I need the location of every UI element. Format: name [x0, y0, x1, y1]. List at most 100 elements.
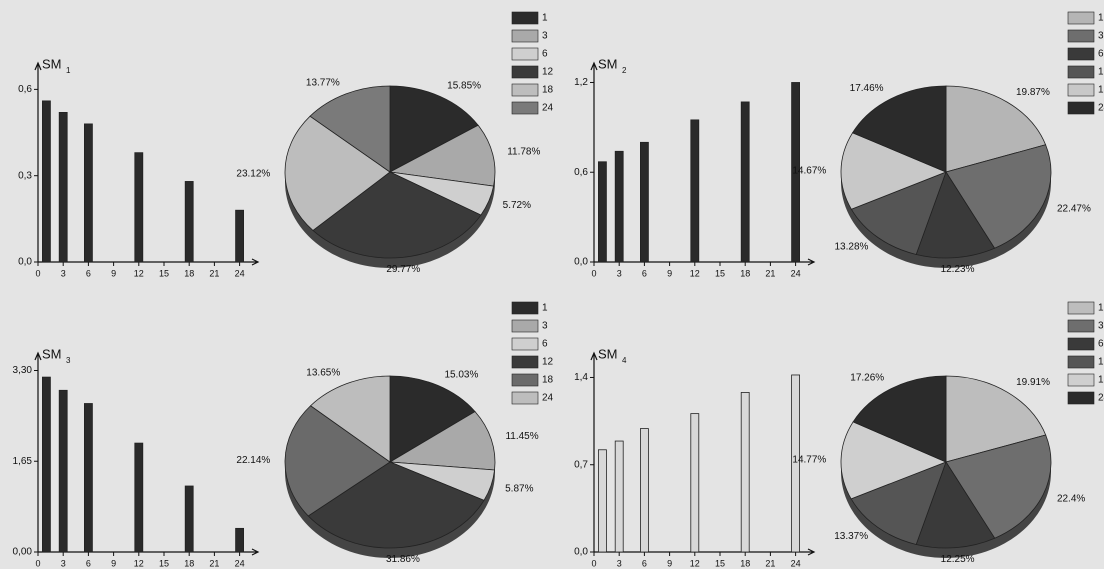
x-tick-label: 21 [209, 558, 219, 568]
legend-label: 3 [542, 321, 548, 332]
legend-swatch [1067, 301, 1095, 315]
pie-slice [389, 85, 479, 173]
y-tick-label: 3,30 [13, 365, 33, 376]
legend-label: 24 [542, 393, 554, 404]
y-axis-label-sub: 3 [66, 356, 71, 365]
x-tick-label: 6 [642, 268, 647, 278]
bar [640, 141, 649, 263]
y-tick-label: 0,3 [18, 170, 32, 181]
bar [740, 392, 750, 553]
y-axis-label-sub: 1 [66, 66, 71, 75]
x-tick-label: 0 [35, 268, 40, 278]
legend-swatch [1067, 373, 1095, 387]
legend-label: 24 [542, 103, 554, 114]
y-tick-label: 1,2 [574, 77, 588, 88]
y-tick-label: 0,0 [574, 547, 588, 558]
legend-label: 24 [1098, 103, 1104, 114]
legend-swatch [511, 337, 539, 351]
x-tick-label: 21 [209, 268, 219, 278]
x-tick-label: 6 [86, 558, 91, 568]
y-tick-label: 0,6 [574, 167, 588, 178]
pie-label: 15.85% [447, 81, 481, 92]
y-tick-label: 1,4 [574, 372, 588, 383]
x-tick-label: 21 [765, 268, 775, 278]
bar [134, 152, 144, 263]
y-axis-label: SM [598, 56, 618, 71]
bar [791, 82, 800, 263]
legend-swatch [511, 373, 539, 387]
pie-slice [309, 375, 391, 463]
pie-label: 14.67% [792, 165, 826, 176]
x-tick-label: 12 [134, 558, 144, 568]
legend-label: 1 [542, 13, 548, 24]
x-tick-label: 24 [791, 558, 801, 568]
legend-swatch [511, 101, 539, 115]
legend-label: 6 [542, 49, 548, 60]
pie-label: 5.87% [505, 483, 533, 494]
legend-swatch [511, 391, 539, 405]
x-tick-label: 21 [765, 558, 775, 568]
pie-slice [945, 85, 1047, 173]
pie-label: 11.45% [505, 431, 538, 442]
x-tick-label: 9 [111, 268, 116, 278]
x-tick-label: 18 [184, 558, 194, 568]
legend-label: 1 [1098, 13, 1104, 24]
pie-label: 17.46% [850, 83, 884, 94]
pie-label: 19.91% [1016, 377, 1050, 388]
legend-swatch [1067, 83, 1095, 97]
x-tick-label: 15 [715, 558, 725, 568]
x-tick-label: 15 [159, 558, 169, 568]
legend-label: 12 [542, 67, 554, 78]
legend-label: 18 [1098, 375, 1104, 386]
legend-label: 3 [542, 31, 548, 42]
x-tick-label: 0 [591, 558, 596, 568]
pie-slice [388, 411, 496, 471]
pie-label: 11.78% [507, 147, 540, 158]
pie-label: 13.37% [834, 531, 868, 542]
legend-swatch [1067, 319, 1095, 333]
legend-label: 12 [1098, 67, 1104, 78]
legend-label: 6 [1098, 49, 1104, 60]
legend-swatch [511, 83, 539, 97]
x-axis [594, 258, 816, 266]
pie-label: 15.03% [444, 369, 478, 380]
x-tick-label: 3 [61, 558, 66, 568]
pie-slice [284, 115, 391, 231]
pie-slice [915, 461, 996, 549]
pie-label: 14.77% [792, 455, 826, 466]
y-axis-label: SM [598, 346, 618, 361]
pie-label: 5.72% [503, 200, 531, 211]
y-tick-label: 0,7 [574, 459, 588, 470]
y-tick-label: 1,65 [13, 456, 33, 467]
y-axis-label-sub: 4 [622, 356, 627, 365]
pie-slice [312, 171, 482, 259]
bar [690, 119, 700, 263]
x-tick-label: 24 [235, 268, 245, 278]
legend-swatch [511, 301, 539, 315]
bar [134, 442, 144, 553]
x-tick-label: 3 [61, 268, 66, 278]
pie-label: 13.77% [306, 78, 340, 89]
bar [58, 389, 68, 553]
x-tick-label: 18 [184, 268, 194, 278]
y-tick-label: 0,0 [18, 257, 32, 268]
y-tick-label: 0,0 [574, 257, 588, 268]
bar [235, 209, 245, 263]
legend-label: 24 [1098, 393, 1104, 404]
x-tick-label: 3 [617, 558, 622, 568]
legend-swatch [511, 65, 539, 79]
pie-slice [852, 375, 947, 463]
legend-label: 1 [1098, 303, 1104, 314]
bar [184, 181, 194, 263]
x-axis [38, 258, 260, 266]
bar [598, 161, 607, 263]
y-tick-label: 0,00 [13, 547, 33, 558]
pie-slice [850, 171, 947, 255]
bar [640, 428, 649, 553]
legend-swatch [1067, 29, 1095, 43]
bar [84, 123, 93, 263]
pie-slice [945, 434, 1052, 539]
pie-label: 13.65% [306, 367, 340, 378]
bar [598, 449, 607, 553]
